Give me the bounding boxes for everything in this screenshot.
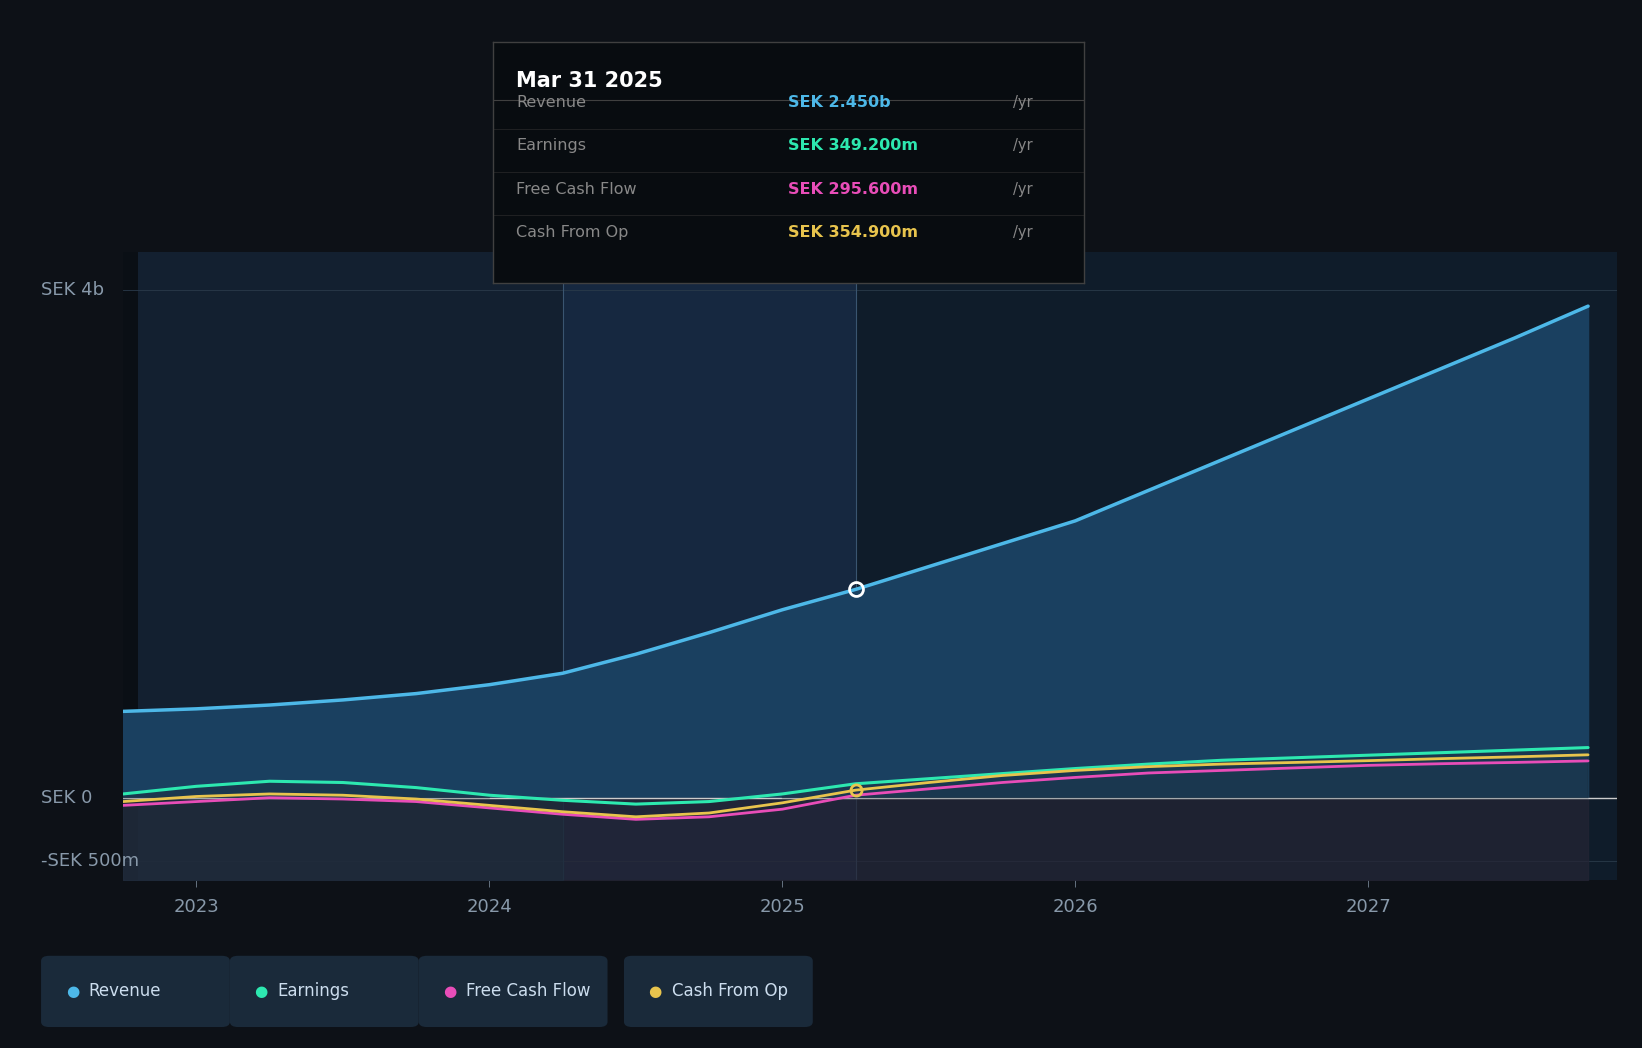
Text: SEK 354.900m: SEK 354.900m [788,225,918,240]
Bar [138,252,563,880]
Text: SEK 295.600m: SEK 295.600m [788,181,918,197]
Text: SEK 349.200m: SEK 349.200m [788,138,918,153]
Text: SEK 4b: SEK 4b [41,281,103,299]
Text: /yr: /yr [1013,181,1033,197]
Text: ●: ● [255,984,268,999]
Bar [563,252,855,880]
Bar [855,252,1617,880]
Text: Analysts Forecasts: Analysts Forecasts [570,221,737,239]
Bar [123,252,138,880]
Text: Cash From Op: Cash From Op [672,982,788,1001]
Text: Earnings: Earnings [277,982,350,1001]
Text: SEK 2.450b: SEK 2.450b [788,95,890,110]
Text: /yr: /yr [1013,225,1033,240]
Text: Revenue: Revenue [89,982,161,1001]
Text: Past: Past [517,221,555,239]
Text: Mar 31 2025: Mar 31 2025 [516,71,663,91]
Text: ●: ● [66,984,79,999]
Text: /yr: /yr [1013,138,1033,153]
Text: ●: ● [649,984,662,999]
Text: Cash From Op: Cash From Op [516,225,629,240]
Text: -SEK 500m: -SEK 500m [41,852,140,870]
Text: Earnings: Earnings [516,138,586,153]
Text: Free Cash Flow: Free Cash Flow [466,982,591,1001]
Text: SEK 0: SEK 0 [41,789,92,807]
Text: /yr: /yr [1013,95,1033,110]
Text: ●: ● [443,984,456,999]
Text: Revenue: Revenue [516,95,586,110]
Text: Free Cash Flow: Free Cash Flow [516,181,637,197]
